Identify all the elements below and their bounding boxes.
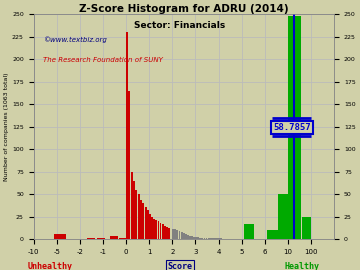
Bar <box>202 238 203 239</box>
Bar <box>149 214 151 239</box>
Bar <box>206 238 207 239</box>
Bar <box>138 194 140 239</box>
Bar <box>166 227 168 239</box>
Bar <box>119 238 126 239</box>
Text: Score: Score <box>167 262 193 270</box>
Bar <box>133 181 135 239</box>
Text: Unhealthy: Unhealthy <box>28 262 73 270</box>
Bar <box>210 238 212 239</box>
Bar <box>288 16 301 239</box>
Bar <box>244 224 255 239</box>
Bar <box>174 230 176 239</box>
Bar <box>199 238 201 239</box>
Bar <box>131 172 133 239</box>
Bar <box>183 233 185 239</box>
Bar <box>193 237 195 239</box>
Bar <box>97 238 105 239</box>
Bar <box>54 234 66 239</box>
Bar <box>172 228 174 239</box>
Bar <box>278 194 288 239</box>
Bar <box>147 211 149 239</box>
Bar <box>185 234 187 239</box>
Text: ©www.textbiz.org: ©www.textbiz.org <box>42 37 107 43</box>
Bar <box>189 236 191 239</box>
Bar <box>212 238 214 239</box>
Bar <box>195 237 197 239</box>
Bar <box>220 238 222 239</box>
Bar <box>129 91 130 239</box>
Bar <box>218 238 220 239</box>
Bar <box>267 230 278 239</box>
Bar <box>164 226 166 239</box>
Text: 58.7857: 58.7857 <box>273 123 311 132</box>
Bar <box>158 221 159 239</box>
Bar <box>214 238 216 239</box>
Bar <box>153 219 155 239</box>
Bar <box>126 32 128 239</box>
Text: The Research Foundation of SUNY: The Research Foundation of SUNY <box>42 57 162 63</box>
Bar <box>208 238 210 239</box>
Bar <box>87 238 95 239</box>
Bar <box>187 235 189 239</box>
Bar <box>302 217 311 239</box>
Bar <box>159 223 161 239</box>
Bar <box>216 238 218 239</box>
Bar <box>151 217 153 239</box>
Bar <box>145 207 147 239</box>
Bar <box>191 236 193 239</box>
Bar <box>156 220 157 239</box>
Bar <box>197 237 199 239</box>
Text: Sector: Financials: Sector: Financials <box>134 21 226 30</box>
Bar <box>181 232 183 239</box>
Bar <box>142 203 144 239</box>
Bar <box>110 236 118 239</box>
Bar <box>168 228 170 239</box>
Title: Z-Score Histogram for ADRU (2014): Z-Score Histogram for ADRU (2014) <box>79 4 289 14</box>
Text: Healthy: Healthy <box>285 262 320 270</box>
Bar <box>179 231 180 239</box>
Bar <box>135 190 138 239</box>
Bar <box>162 224 163 239</box>
Bar <box>176 230 178 239</box>
Y-axis label: Number of companies (1063 total): Number of companies (1063 total) <box>4 72 9 181</box>
Bar <box>203 238 206 239</box>
Bar <box>140 200 142 239</box>
